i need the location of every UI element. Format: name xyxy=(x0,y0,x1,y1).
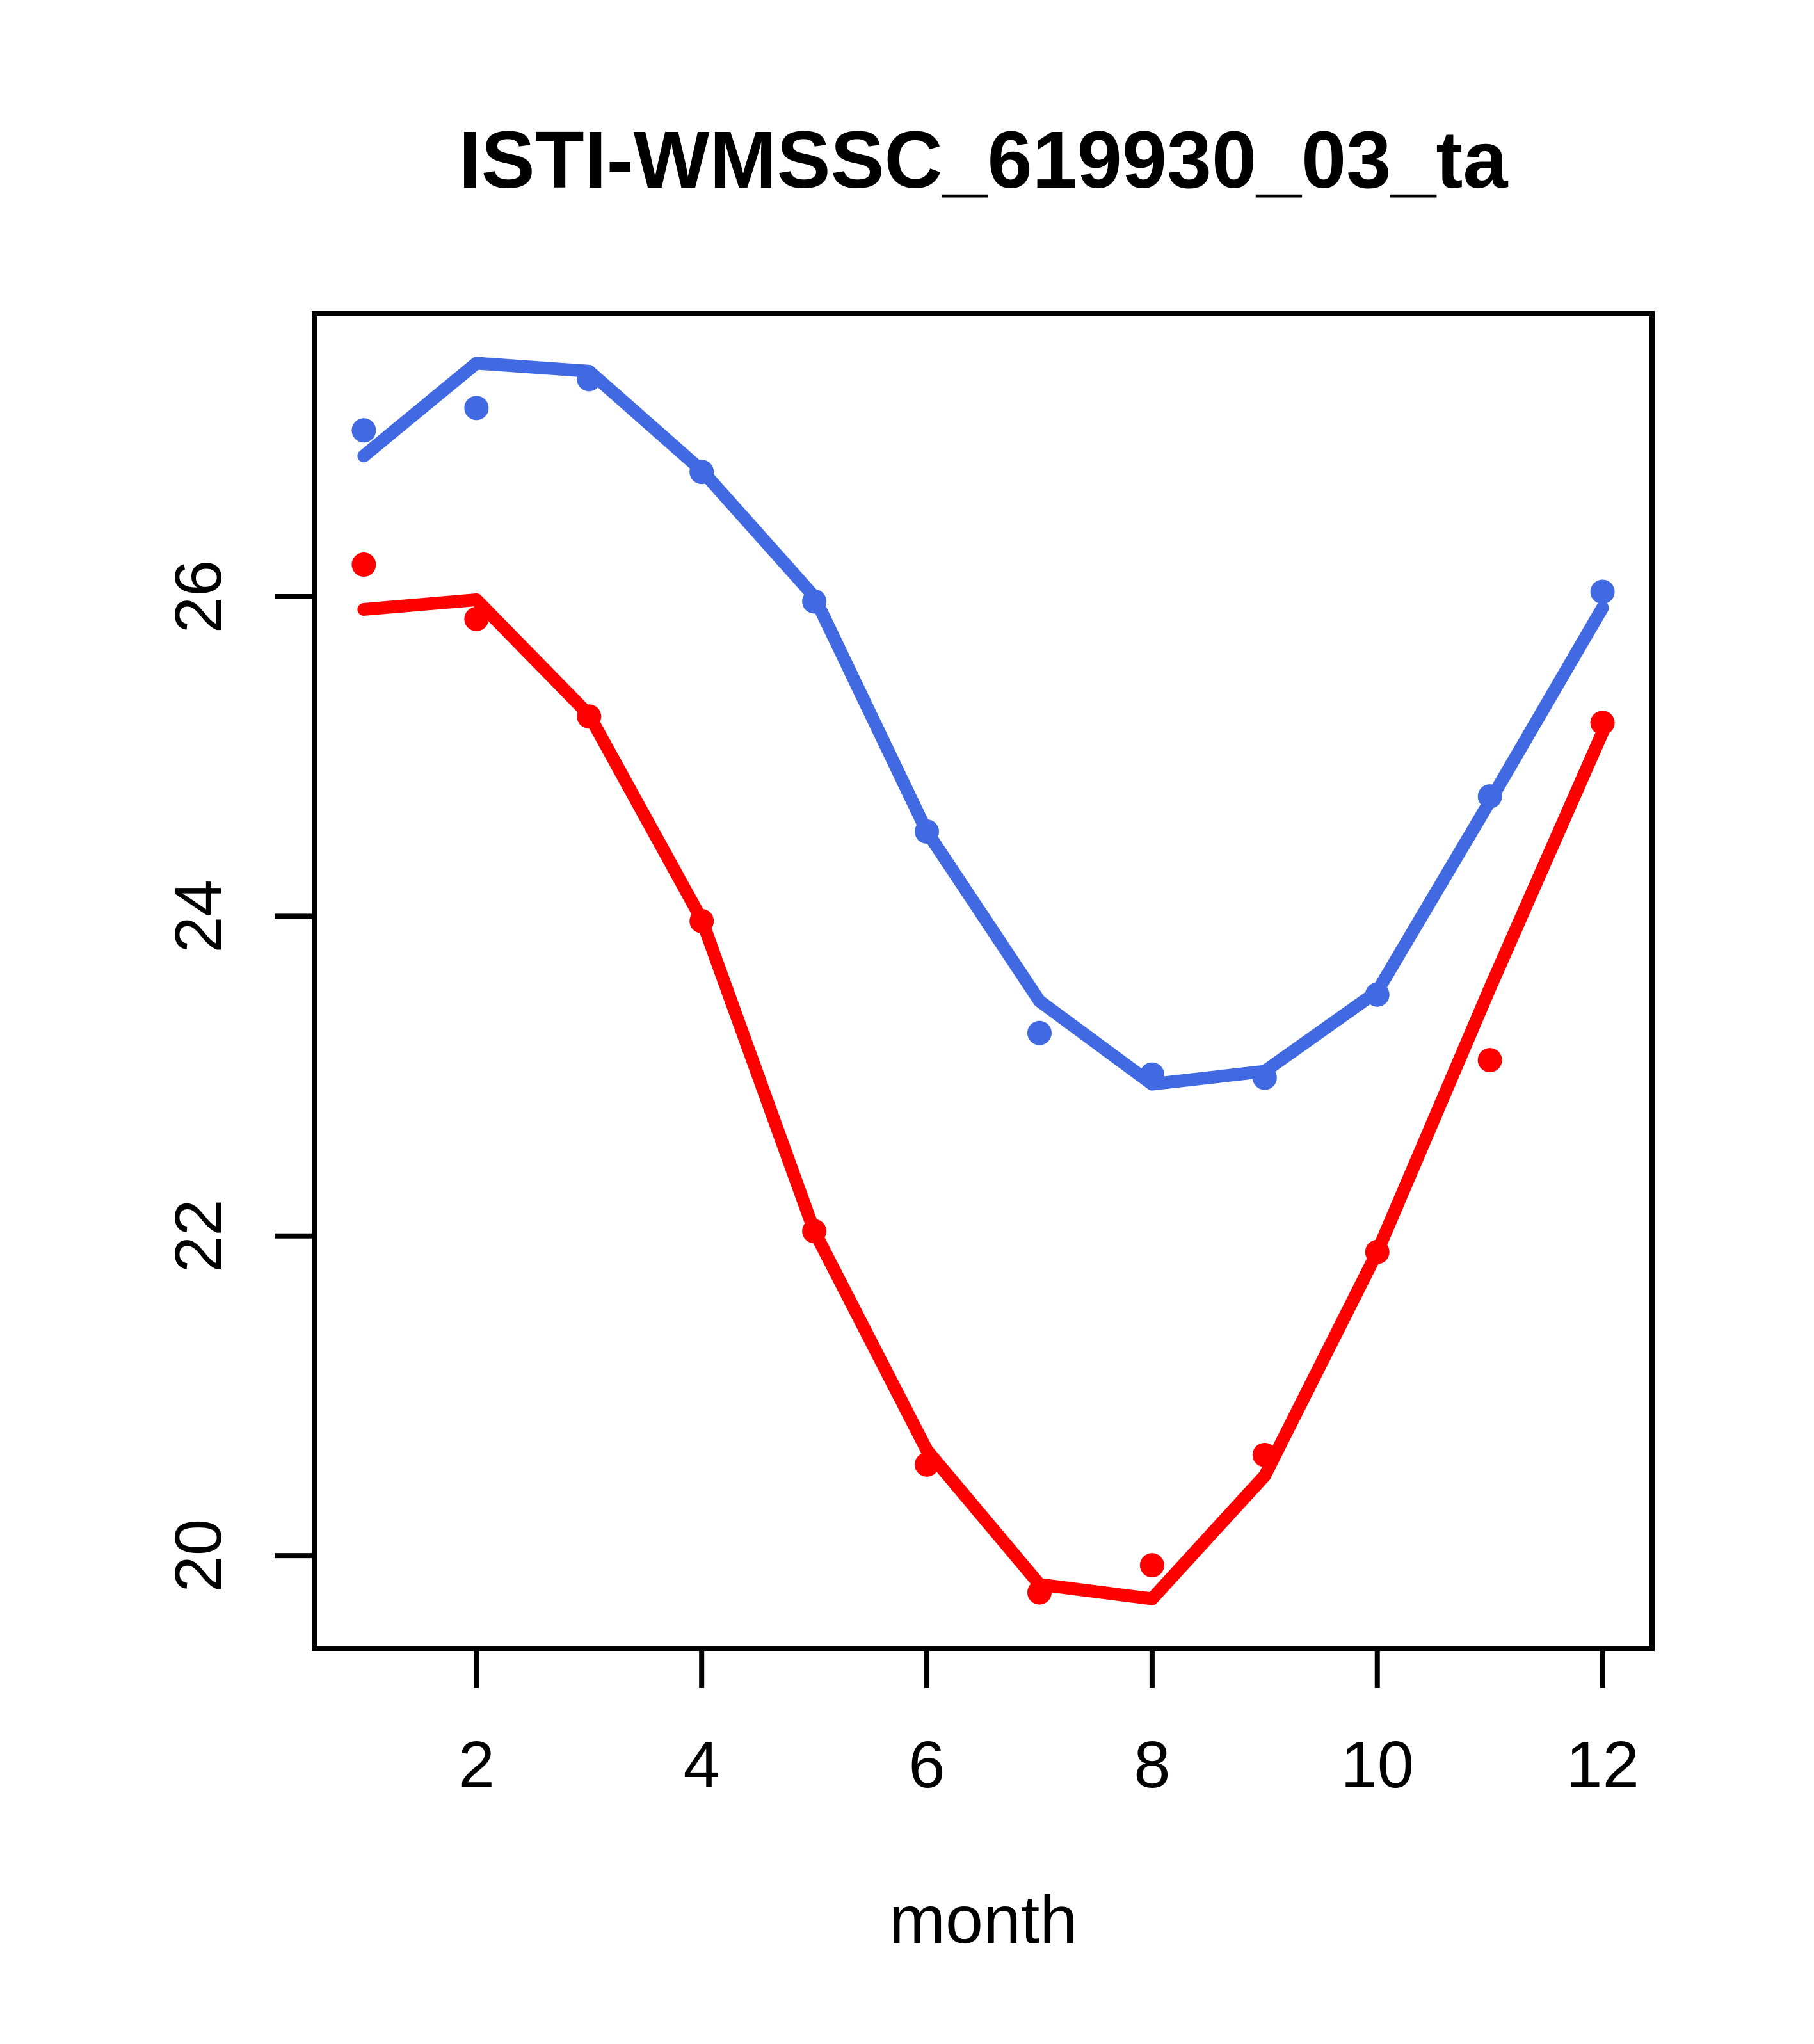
x-tick-label: 2 xyxy=(458,1728,495,1801)
y-tick-label: 26 xyxy=(161,560,235,634)
series2-fit-line xyxy=(357,593,1609,1605)
x-axis-ticks: 2 4 6 8 10 12 xyxy=(458,1648,1639,1801)
x-tick-label: 6 xyxy=(908,1728,945,1801)
x-tick-label: 4 xyxy=(684,1728,720,1801)
y-axis-ticks: 20 22 24 26 xyxy=(161,560,314,1593)
series2-monthly-points-pt xyxy=(1477,1048,1502,1073)
x-tick-label: 8 xyxy=(1134,1728,1170,1801)
chart-title: ISTI-WMSSC_619930_03_ta xyxy=(459,115,1509,205)
y-tick-label: 20 xyxy=(161,1519,235,1593)
series1-fit-line xyxy=(357,357,1609,1091)
y-tick-label: 24 xyxy=(161,880,235,953)
series1-monthly-points-pt xyxy=(1590,579,1615,604)
series2-monthly-points-pt xyxy=(1139,1553,1164,1578)
series1-monthly-points-pt xyxy=(464,396,489,421)
series2-monthly-points-pt xyxy=(351,552,376,577)
series1-monthly-points-pt xyxy=(351,418,376,443)
x-tick-label: 12 xyxy=(1566,1728,1639,1801)
plot-box xyxy=(312,311,1655,1651)
x-tick-label: 10 xyxy=(1340,1728,1414,1801)
series2-monthly-points-pt xyxy=(1590,711,1615,736)
data-series xyxy=(351,357,1615,1605)
y-tick-label: 22 xyxy=(161,1199,235,1273)
x-axis-label: month xyxy=(889,1882,1078,1958)
series1-monthly-points-pt xyxy=(1027,1020,1052,1045)
